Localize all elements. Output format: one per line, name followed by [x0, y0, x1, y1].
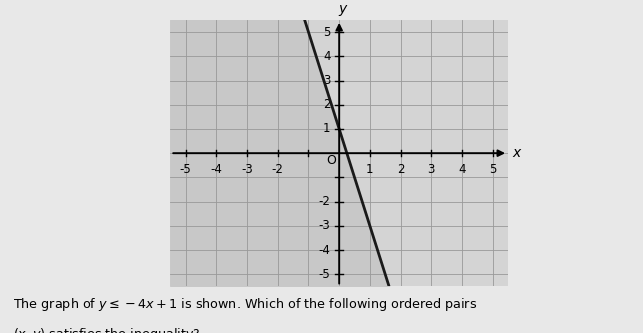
- Text: 5: 5: [323, 26, 331, 39]
- Text: -4: -4: [319, 243, 331, 256]
- Text: -4: -4: [210, 164, 222, 176]
- Text: y: y: [339, 2, 347, 16]
- Text: 1: 1: [366, 164, 374, 176]
- Text: 2: 2: [323, 98, 331, 111]
- Text: -2: -2: [272, 164, 284, 176]
- Text: 3: 3: [428, 164, 435, 176]
- Text: 4: 4: [323, 50, 331, 63]
- Text: -3: -3: [319, 219, 331, 232]
- Text: O: O: [327, 155, 336, 167]
- Text: 1: 1: [323, 123, 331, 136]
- Text: x: x: [512, 146, 521, 160]
- Text: 4: 4: [458, 164, 466, 176]
- Text: -5: -5: [319, 268, 331, 281]
- Text: $(x, y)$ satisfies the inequality?: $(x, y)$ satisfies the inequality?: [13, 326, 201, 333]
- Text: 2: 2: [397, 164, 404, 176]
- Text: -2: -2: [319, 195, 331, 208]
- Text: 3: 3: [323, 74, 331, 87]
- Text: 5: 5: [489, 164, 496, 176]
- Text: The graph of $y \leq -4x + 1$ is shown. Which of the following ordered pairs: The graph of $y \leq -4x + 1$ is shown. …: [13, 296, 477, 313]
- Text: -3: -3: [241, 164, 253, 176]
- Text: -5: -5: [180, 164, 192, 176]
